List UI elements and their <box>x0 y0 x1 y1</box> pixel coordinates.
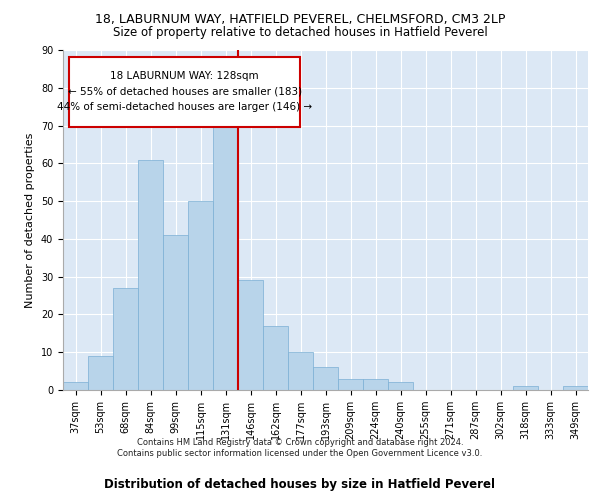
FancyBboxPatch shape <box>70 57 301 126</box>
Bar <box>188 201 213 390</box>
Bar <box>388 382 413 390</box>
Bar <box>88 356 113 390</box>
Text: 18, LABURNUM WAY, HATFIELD PEVEREL, CHELMSFORD, CM3 2LP: 18, LABURNUM WAY, HATFIELD PEVEREL, CHEL… <box>95 12 505 26</box>
Bar <box>138 160 163 390</box>
Text: Size of property relative to detached houses in Hatfield Peverel: Size of property relative to detached ho… <box>113 26 487 39</box>
Text: Distribution of detached houses by size in Hatfield Peverel: Distribution of detached houses by size … <box>104 478 496 491</box>
Bar <box>63 382 88 390</box>
Bar <box>338 378 363 390</box>
Bar <box>513 386 538 390</box>
Bar <box>263 326 288 390</box>
Y-axis label: Number of detached properties: Number of detached properties <box>25 132 35 308</box>
Bar <box>313 368 338 390</box>
Bar <box>163 235 188 390</box>
Text: Contains HM Land Registry data © Crown copyright and database right 2024.
Contai: Contains HM Land Registry data © Crown c… <box>118 438 482 458</box>
Bar <box>213 126 238 390</box>
Text: 18 LABURNUM WAY: 128sqm
← 55% of detached houses are smaller (183)
44% of semi-d: 18 LABURNUM WAY: 128sqm ← 55% of detache… <box>57 71 313 112</box>
Bar <box>238 280 263 390</box>
Bar <box>563 386 588 390</box>
Bar <box>363 378 388 390</box>
Bar <box>113 288 138 390</box>
Bar <box>288 352 313 390</box>
